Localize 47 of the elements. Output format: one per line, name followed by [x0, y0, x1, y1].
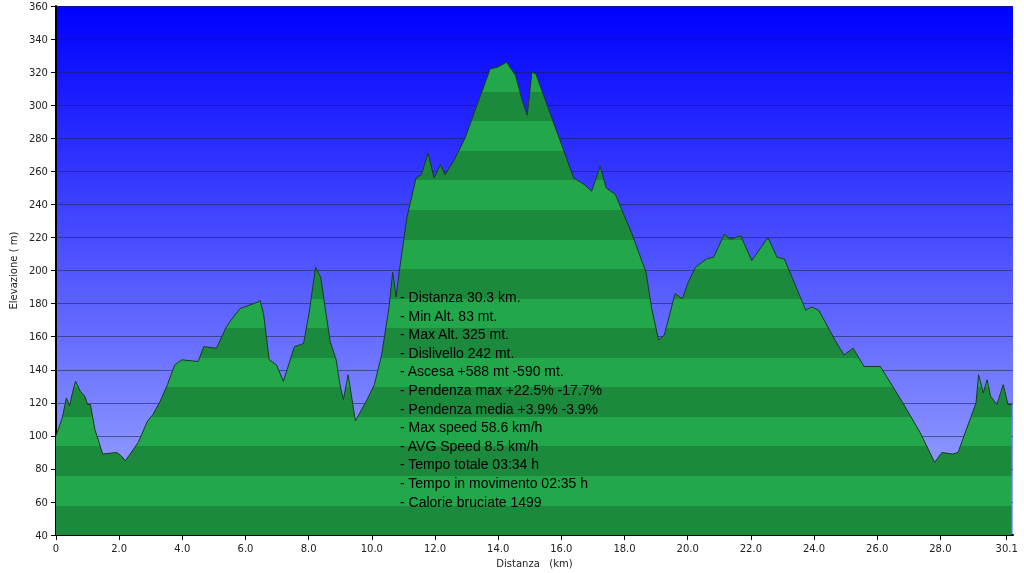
x-tick-label: 0: [52, 542, 60, 554]
x-tick-label: 14.0: [487, 542, 510, 554]
annotation: - Pendenza media +3.9% -3.9%: [400, 400, 599, 417]
annotation: - Max Alt. 325 mt.: [400, 326, 509, 343]
y-tick-label: 180: [28, 298, 48, 310]
x-tick-label: 8.0: [300, 542, 317, 554]
x-tick-label: 16.0: [550, 542, 573, 554]
y-tick-label: 120: [28, 397, 48, 409]
y-tick-label: 40: [35, 529, 48, 541]
x-tick-label: 2.0: [111, 542, 128, 554]
y-tick-label: 340: [28, 33, 48, 45]
y-tick-label: 160: [28, 331, 48, 343]
annotation: - Max speed 58.6 km/h: [400, 419, 543, 436]
y-tick-label: 100: [28, 430, 48, 442]
annotation: - Pendenza max +22.5% -17.7%: [400, 382, 602, 398]
annotation: - Distanza 30.3 km.: [400, 289, 521, 305]
y-tick-label: 280: [28, 132, 48, 144]
x-tick-label: 4.0: [174, 542, 191, 554]
x-tick-label: 30.1: [995, 542, 1018, 554]
x-tick-label: 24.0: [802, 542, 826, 554]
x-tick-label: 12.0: [423, 542, 447, 554]
y-tick-label: 140: [28, 364, 48, 376]
x-tick-label: 26.0: [866, 542, 889, 554]
y-tick-label: 60: [35, 496, 48, 508]
y-axis-title: Elevazione ( m): [7, 231, 19, 310]
y-tick-label: 320: [28, 66, 48, 78]
x-tick-label: 20.0: [676, 542, 699, 554]
y-tick-label: 300: [28, 99, 48, 111]
y-tick-label: 240: [28, 198, 48, 210]
y-tick-label: 200: [28, 265, 48, 277]
y-tick-label: 220: [28, 231, 48, 243]
y-tick-label: 80: [35, 463, 48, 475]
annotation: - Min Alt. 83 mt.: [400, 307, 498, 324]
annotation: - Ascesa +588 mt -590 mt.: [400, 363, 564, 380]
x-tick-label: 22.0: [739, 542, 762, 554]
x-tick-label: 28.0: [929, 542, 952, 554]
y-tick-label: 360: [28, 0, 48, 12]
x-tick-label: 6.0: [237, 542, 254, 554]
annotation: - Calorie bruciate 1499: [400, 493, 542, 510]
annotation: - AVG Speed 8.5 km/h: [400, 437, 539, 454]
x-axis-title: Distanza (km): [496, 557, 573, 569]
annotation: - Tempo in movimento 02:35 h: [400, 475, 589, 491]
annotation: - Tempo totale 03:34 h: [400, 456, 540, 473]
x-tick-label: 18.0: [613, 542, 636, 554]
x-tick-label: 10.0: [360, 542, 383, 554]
y-tick-label: 260: [28, 165, 48, 177]
annotation: - Dislivello 242 mt.: [400, 344, 515, 361]
